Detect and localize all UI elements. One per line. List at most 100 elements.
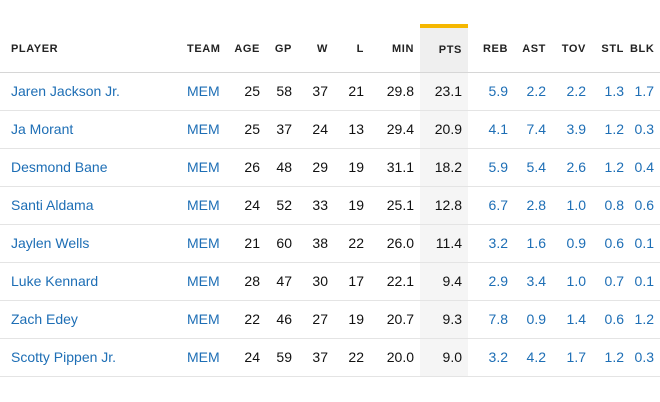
team-link[interactable]: MEM [180,110,226,149]
stat-cell-l: 13 [334,110,370,149]
stat-cell-reb[interactable]: 4.1 [468,110,514,149]
table-header: PLAYER TEAM AGE GP W L MIN PTS REB AST TOV STL BLK [0,24,660,73]
stat-cell-ast[interactable]: 2.2 [514,72,552,111]
column-header-reb[interactable]: REB [468,26,514,73]
stat-cell-age: 24 [226,186,266,225]
stat-cell-reb[interactable]: 3.2 [468,338,514,377]
stat-cell-pts: 20.9 [420,110,468,149]
stat-cell-gp: 59 [266,338,298,377]
column-header-min[interactable]: MIN [370,26,420,73]
column-header-age[interactable]: AGE [226,26,266,73]
stat-cell-stl[interactable]: 1.2 [592,338,630,377]
stat-cell-pts: 12.8 [420,186,468,225]
stat-cell-gp: 58 [266,72,298,111]
stat-cell-w: 37 [298,338,334,377]
stat-cell-stl[interactable]: 1.3 [592,72,630,111]
column-header-blk[interactable]: BLK [630,26,660,73]
stat-cell-pts: 11.4 [420,224,468,263]
stat-cell-tov[interactable]: 0.9 [552,224,592,263]
player-name-link[interactable]: Jaren Jackson Jr. [0,72,180,111]
column-header-gp[interactable]: GP [266,26,298,73]
column-header-team[interactable]: TEAM [180,26,226,73]
stat-cell-pts: 9.0 [420,338,468,377]
stat-cell-l: 19 [334,300,370,339]
stat-cell-min: 29.8 [370,72,420,111]
stat-cell-stl[interactable]: 0.6 [592,224,630,263]
stat-cell-stl[interactable]: 1.2 [592,148,630,187]
stat-cell-blk[interactable]: 0.4 [630,148,660,187]
stat-cell-age: 24 [226,338,266,377]
column-header-tov[interactable]: TOV [552,26,592,73]
stat-cell-pts: 9.4 [420,262,468,301]
stat-cell-blk[interactable]: 0.1 [630,262,660,301]
stat-cell-stl[interactable]: 0.8 [592,186,630,225]
player-name-link[interactable]: Luke Kennard [0,262,180,301]
stat-cell-tov[interactable]: 2.2 [552,72,592,111]
stat-cell-tov[interactable]: 2.6 [552,148,592,187]
stat-cell-blk[interactable]: 0.3 [630,338,660,377]
stat-cell-reb[interactable]: 5.9 [468,148,514,187]
player-name-link[interactable]: Ja Morant [0,110,180,149]
stat-cell-l: 22 [334,224,370,263]
stat-cell-min: 29.4 [370,110,420,149]
table-row: Jaren Jackson Jr. MEM 25 58 37 21 29.8 23.1 5.9 2… [0,72,660,111]
stat-cell-pts: 23.1 [420,72,468,111]
table-body: Jaren Jackson Jr. MEM 25 58 37 21 29.8 23.1 5.9 2… [0,72,660,377]
player-name-link[interactable]: Desmond Bane [0,148,180,187]
stat-cell-stl[interactable]: 0.6 [592,300,630,339]
stat-cell-ast[interactable]: 3.4 [514,262,552,301]
team-link[interactable]: MEM [180,300,226,339]
stat-cell-reb[interactable]: 6.7 [468,186,514,225]
stat-cell-reb[interactable]: 3.2 [468,224,514,263]
stat-cell-l: 21 [334,72,370,111]
player-name-link[interactable]: Scotty Pippen Jr. [0,338,180,377]
team-link[interactable]: MEM [180,338,226,377]
player-name-link[interactable]: Jaylen Wells [0,224,180,263]
stat-cell-reb[interactable]: 7.8 [468,300,514,339]
stat-cell-w: 38 [298,224,334,263]
stat-cell-min: 25.1 [370,186,420,225]
team-link[interactable]: MEM [180,224,226,263]
stat-cell-ast[interactable]: 7.4 [514,110,552,149]
stat-cell-tov[interactable]: 3.9 [552,110,592,149]
stat-cell-age: 26 [226,148,266,187]
column-header-pts[interactable]: PTS [420,24,468,73]
team-link[interactable]: MEM [180,262,226,301]
player-name-link[interactable]: Santi Aldama [0,186,180,225]
column-header-stl[interactable]: STL [592,26,630,73]
stat-cell-tov[interactable]: 1.0 [552,262,592,301]
stat-cell-reb[interactable]: 5.9 [468,72,514,111]
stat-cell-min: 22.1 [370,262,420,301]
stat-cell-w: 27 [298,300,334,339]
table-row: Santi Aldama MEM 24 52 33 19 25.1 12.8 6.7 2.8 1.0… [0,186,660,225]
stat-cell-blk[interactable]: 0.3 [630,110,660,149]
stat-cell-w: 30 [298,262,334,301]
stat-cell-ast[interactable]: 4.2 [514,338,552,377]
team-link[interactable]: MEM [180,72,226,111]
stat-cell-blk[interactable]: 1.7 [630,72,660,111]
stat-cell-ast[interactable]: 5.4 [514,148,552,187]
column-header-ast[interactable]: AST [514,26,552,73]
stat-cell-blk[interactable]: 1.2 [630,300,660,339]
stat-cell-tov[interactable]: 1.4 [552,300,592,339]
stat-cell-ast[interactable]: 1.6 [514,224,552,263]
table-row: Zach Edey MEM 22 46 27 19 20.7 9.3 7.8 0.9 1.4 0.6 1… [0,300,660,339]
stat-cell-reb[interactable]: 2.9 [468,262,514,301]
team-link[interactable]: MEM [180,148,226,187]
stat-cell-tov[interactable]: 1.0 [552,186,592,225]
stat-cell-stl[interactable]: 0.7 [592,262,630,301]
table-row: Desmond Bane MEM 26 48 29 19 31.1 18.2 5.9 5.4 2.6… [0,148,660,187]
stat-cell-blk[interactable]: 0.1 [630,224,660,263]
column-header-player[interactable]: PLAYER [0,26,180,73]
column-header-w[interactable]: W [298,26,334,73]
stat-cell-stl[interactable]: 1.2 [592,110,630,149]
player-name-link[interactable]: Zach Edey [0,300,180,339]
column-header-l[interactable]: L [334,26,370,73]
stat-cell-l: 17 [334,262,370,301]
stat-cell-blk[interactable]: 0.6 [630,186,660,225]
stat-cell-ast[interactable]: 2.8 [514,186,552,225]
stat-cell-tov[interactable]: 1.7 [552,338,592,377]
team-link[interactable]: MEM [180,186,226,225]
stat-cell-gp: 37 [266,110,298,149]
stat-cell-ast[interactable]: 0.9 [514,300,552,339]
